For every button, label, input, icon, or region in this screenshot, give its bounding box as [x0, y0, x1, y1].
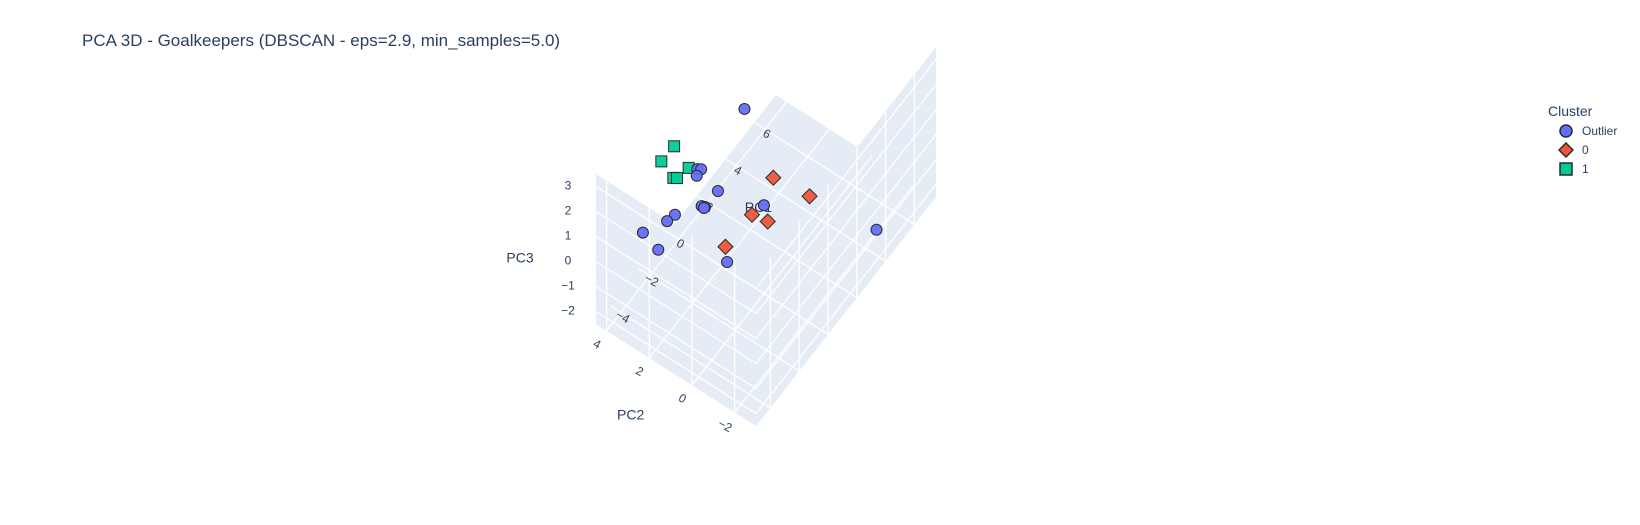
point-diamond[interactable]	[743, 206, 761, 223]
point-circle[interactable]	[738, 102, 751, 115]
point-circle[interactable]	[870, 223, 883, 236]
legend-item-1[interactable]: 1	[1548, 159, 1617, 178]
point-circle[interactable]	[652, 243, 665, 256]
gridline-z-wall	[755, 184, 937, 414]
legend-label: 0	[1582, 142, 1589, 157]
point-circle[interactable]	[697, 201, 710, 214]
z-tick-label: 3	[565, 179, 572, 193]
point-circle[interactable]	[690, 169, 703, 182]
chart-title: PCA 3D - Goalkeepers (DBSCAN - eps=2.9, …	[82, 31, 561, 50]
z-tick-label: 2	[565, 204, 572, 218]
gridline-y-floor	[734, 182, 916, 413]
circle-marker-icon	[1559, 123, 1573, 138]
z-tick-label: 1	[565, 229, 572, 243]
point-circle[interactable]	[711, 185, 724, 198]
point-square[interactable]	[670, 172, 683, 185]
gridline-z-wall	[755, 159, 937, 389]
gridline-z-wall	[595, 185, 757, 290]
diamond-marker-icon	[1558, 141, 1574, 158]
y-tick-label: 4	[591, 336, 604, 352]
gridline-z-wall	[595, 210, 757, 315]
point-diamond[interactable]	[759, 213, 776, 230]
y-tick-label: 0	[676, 391, 689, 407]
legend: Cluster Outlier 0 1	[1548, 103, 1617, 178]
legend-title: Cluster	[1548, 103, 1593, 119]
gridline-z-wall	[755, 59, 937, 289]
x-tick-label: −4	[613, 308, 632, 327]
grid-lines	[595, 59, 937, 415]
gridline-z-wall	[755, 84, 937, 314]
point-circle[interactable]	[668, 208, 681, 221]
gridline-z-wall	[595, 285, 757, 390]
point-circle[interactable]	[721, 255, 734, 268]
point-circle[interactable]	[636, 226, 649, 239]
gridline-x-floor	[638, 268, 800, 372]
z-axis-title: PC3	[506, 250, 533, 266]
legend-label: Outlier	[1582, 123, 1618, 138]
gridline-x-floor	[610, 305, 771, 409]
gridline-z-wall	[755, 109, 937, 339]
legend-item-outlier[interactable]: Outlier	[1548, 121, 1617, 140]
square-marker-icon	[1559, 161, 1573, 176]
gridline-y-floor	[691, 155, 873, 386]
x-tick-label: −2	[642, 271, 661, 290]
legend-label: 1	[1582, 161, 1589, 176]
legend-item-0[interactable]: 0	[1548, 140, 1617, 159]
point-diamond[interactable]	[717, 238, 734, 255]
z-tick-label: 0	[565, 254, 572, 268]
gridline-x-floor	[725, 158, 886, 262]
point-diamond[interactable]	[765, 169, 782, 186]
data-points	[636, 102, 883, 268]
point-circle[interactable]	[757, 199, 770, 212]
gridline-y-floor	[648, 128, 830, 359]
gridline-x-floor	[696, 195, 858, 299]
gridline-y-floor	[606, 101, 788, 332]
point-diamond[interactable]	[801, 188, 818, 205]
gridline-z-wall	[595, 235, 757, 340]
point-circle[interactable]	[661, 215, 674, 228]
y-tick-label: 2	[633, 364, 646, 380]
y-tick-label: −2	[716, 416, 735, 435]
z-tick-label: −2	[561, 304, 575, 318]
point-square[interactable]	[668, 140, 681, 153]
z-tick-label: −1	[561, 279, 575, 293]
gridline-z-wall	[595, 310, 757, 415]
y-axis-title: PC2	[617, 406, 644, 422]
gridline-z-wall	[755, 134, 937, 364]
point-square[interactable]	[655, 155, 668, 168]
gridline-z-wall	[595, 260, 757, 365]
gridline-x-floor	[754, 121, 915, 226]
